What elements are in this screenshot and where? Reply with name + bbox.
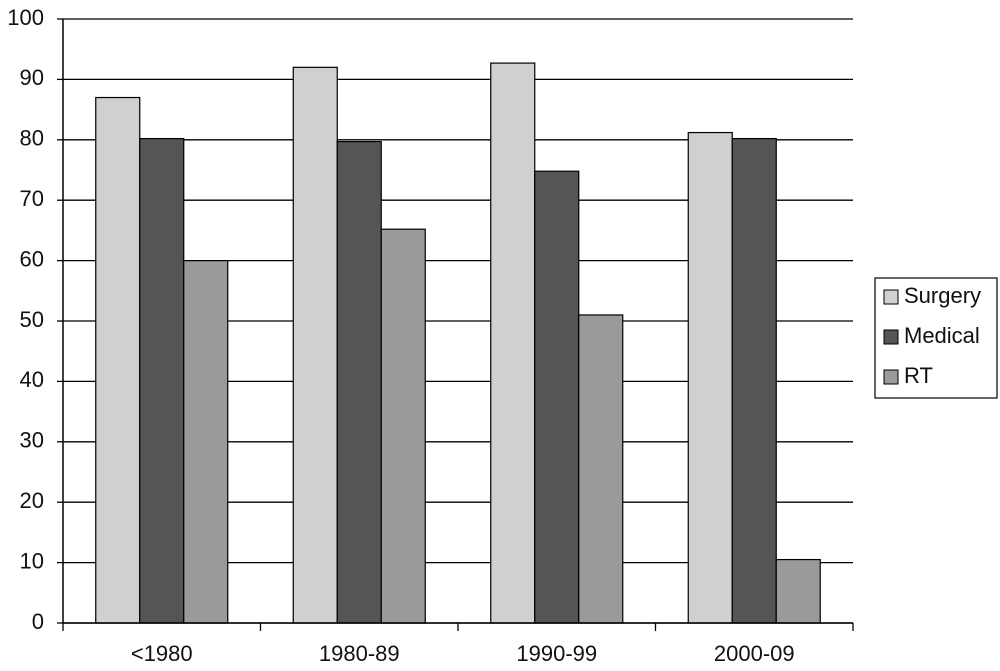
y-tick-label: 50 [20, 307, 44, 332]
y-tick-label: 60 [20, 246, 44, 271]
bar [380, 228, 426, 624]
x-tick-label: 1980-89 [319, 641, 400, 666]
y-tick-label: 30 [20, 428, 44, 453]
bar [731, 137, 777, 624]
bar [95, 96, 141, 624]
y-tick-label: 10 [20, 548, 44, 573]
legend-swatch [883, 289, 899, 305]
bar [336, 141, 382, 624]
legend-label: Surgery [904, 283, 981, 308]
y-tick-label: 40 [20, 367, 44, 392]
legend-swatch [883, 329, 899, 345]
y-tick-label: 100 [7, 5, 44, 30]
x-tick-label: 1990-99 [516, 641, 597, 666]
legend-swatch [883, 369, 899, 385]
y-tick-label: 80 [20, 126, 44, 151]
bar [578, 314, 624, 624]
legend-label: RT [904, 363, 933, 388]
bar [534, 170, 580, 624]
bar [139, 137, 185, 624]
bar [183, 260, 229, 624]
x-tick-label: 2000-09 [714, 641, 795, 666]
legend-label: Medical [904, 323, 980, 348]
y-tick-label: 0 [32, 609, 44, 634]
bar [687, 131, 733, 624]
bar [775, 558, 821, 624]
x-tick-label: <1980 [131, 641, 193, 666]
y-tick-label: 90 [20, 65, 44, 90]
bar [292, 66, 338, 624]
y-tick-label: 70 [20, 186, 44, 211]
y-tick-label: 20 [20, 488, 44, 513]
bar [490, 62, 536, 624]
